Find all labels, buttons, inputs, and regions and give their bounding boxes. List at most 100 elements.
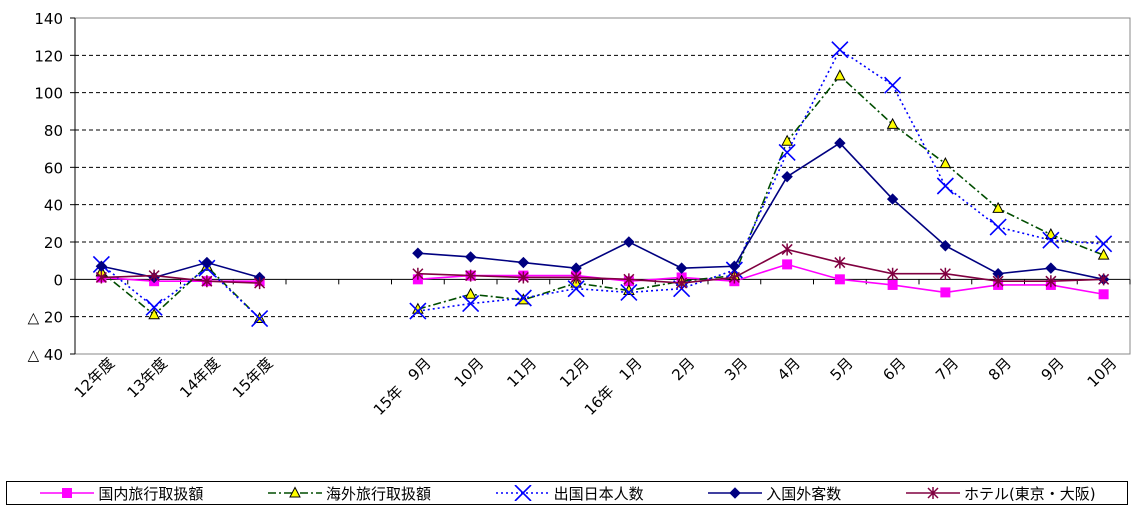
data-point (782, 259, 793, 270)
data-point (462, 295, 480, 313)
data-point (831, 41, 849, 59)
data-point (886, 117, 899, 129)
legend-swatch (708, 487, 763, 499)
legend-label: 入国外客数 (766, 484, 842, 503)
y-tick-label: 80 (44, 122, 63, 140)
data-point (936, 177, 954, 195)
x-tick-label: 4月 (774, 354, 804, 384)
legend-item: 海外旅行取扱額 (266, 483, 431, 504)
data-point (95, 271, 107, 284)
data-point (514, 289, 532, 307)
data-point (989, 218, 1007, 236)
data-point (675, 262, 688, 274)
data-point (201, 256, 213, 269)
legend-swatch (495, 485, 550, 501)
y-tick-label: 60 (44, 159, 63, 177)
x-tick-label: 14年度 (176, 354, 223, 401)
x-tick-label: 8月 (985, 354, 1015, 384)
y-tick-label: 120 (34, 47, 63, 65)
data-point (939, 157, 952, 169)
data-point (778, 143, 796, 161)
data-point (254, 277, 266, 290)
series (95, 69, 1110, 324)
data-point (939, 240, 952, 252)
data-point (729, 487, 741, 499)
data-point (201, 275, 213, 288)
x-tick-label: 10月 (451, 354, 488, 391)
data-point (1098, 289, 1109, 300)
legend-label: ホテル(東京・大阪) (963, 484, 1096, 503)
data-point (887, 267, 899, 280)
series (92, 41, 1113, 328)
y-tick-label: 140 (34, 10, 63, 28)
data-point (781, 170, 793, 183)
data-point (1045, 262, 1057, 274)
x-tick-label: 9月 (1038, 354, 1068, 384)
x-tick-label: 3月 (721, 354, 751, 384)
data-point (412, 247, 424, 259)
y-tick-label: 40 (44, 197, 63, 215)
x-tick-label: 12年度 (71, 354, 118, 401)
data-point (1045, 227, 1057, 240)
data-point (1045, 275, 1057, 288)
x-tick-label: 16年 1月 (581, 354, 646, 419)
series-line (417, 248, 1104, 284)
data-point (927, 487, 939, 499)
legend-swatch (40, 488, 95, 498)
x-tick-label: 7月 (932, 354, 962, 384)
data-point (992, 201, 1004, 213)
data-point (1042, 231, 1060, 249)
data-point (834, 69, 846, 81)
y-tick-label: 20 (44, 234, 63, 252)
legend-item: ホテル(東京・大阪) (904, 483, 1096, 504)
legend-label: 国内旅行取扱額 (98, 484, 204, 503)
data-point (289, 486, 301, 498)
gridlines (75, 17, 1130, 318)
y-tick-label: 100 (34, 85, 63, 103)
data-point (886, 193, 899, 205)
data-point (620, 283, 638, 301)
data-point (939, 267, 951, 280)
data-point (514, 485, 532, 501)
data-point (148, 269, 160, 282)
data-point (992, 275, 1004, 288)
x-tick-label: 5月 (827, 354, 857, 384)
series-line (101, 274, 260, 284)
data-point (887, 279, 898, 290)
series-line (101, 261, 260, 279)
data-point (412, 267, 424, 280)
data-point (464, 287, 477, 299)
data-point (464, 251, 477, 263)
data-point (728, 260, 741, 272)
data-point (148, 308, 160, 320)
data-point (728, 271, 740, 284)
data-point (623, 273, 635, 286)
data-point (95, 260, 108, 272)
data-point (251, 309, 269, 328)
series-line (417, 263, 1104, 296)
data-point (1097, 248, 1110, 260)
x-tick-label: 12月 (556, 354, 593, 391)
series (95, 243, 1110, 290)
data-point (834, 137, 846, 149)
data-point (940, 287, 951, 298)
data-point (517, 271, 529, 284)
data-point (409, 302, 427, 320)
data-point (567, 280, 585, 298)
x-tick-label: 2月 (668, 354, 698, 384)
data-point (834, 274, 845, 285)
data-point (623, 236, 635, 248)
data-point (145, 298, 163, 316)
x-tick-label: 11月 (503, 354, 540, 391)
y-tick-label: △ 20 (28, 309, 63, 327)
legend-item: 国内旅行取扱額 (38, 483, 203, 504)
series-line (417, 48, 1104, 312)
data-point (570, 271, 582, 284)
x-tick-label: 10月 (1084, 354, 1121, 391)
series-line (101, 276, 260, 283)
data-point (781, 134, 793, 146)
series-layer (92, 41, 1113, 328)
legend-item: 出国日本人数 (494, 483, 644, 504)
